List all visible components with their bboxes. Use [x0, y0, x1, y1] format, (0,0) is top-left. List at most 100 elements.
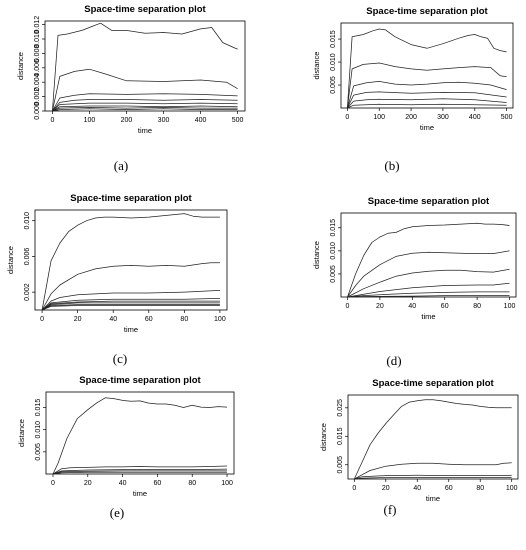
- x-tick-label: 40: [413, 485, 421, 492]
- series-line-8: [41, 305, 220, 311]
- x-tick-label: 100: [214, 316, 226, 323]
- chart-panel-a: Space-time separation plot 0 100 200 300 400 5…: [16, 4, 246, 135]
- chart-panel-f: Space-time separation plot 0 20 40 60 80 100 0.…: [319, 378, 519, 503]
- x-tick-label: 0: [346, 303, 350, 310]
- x-tick-label: 0: [352, 485, 356, 492]
- series-line-2: [41, 262, 220, 311]
- plot-frame: [340, 212, 517, 298]
- chart-title: Space-time separation plot: [84, 4, 206, 15]
- series-line-5: [52, 102, 238, 112]
- series-line-4: [354, 477, 512, 480]
- chart-title: Space-time separation plot: [372, 378, 494, 389]
- x-tick-label: 100: [504, 303, 516, 310]
- series-line-2: [347, 250, 510, 298]
- series-line-1: [41, 213, 220, 311]
- x-tick-label: 20: [382, 485, 390, 492]
- y-tick-label: 0.002: [24, 283, 31, 301]
- chart-title: Space-time separation plot: [79, 375, 201, 386]
- series-line-3: [41, 290, 220, 311]
- y-tick-label: 0.005: [330, 76, 337, 94]
- x-tick-label: 500: [232, 117, 244, 124]
- x-tick-label: 0: [345, 114, 349, 121]
- x-tick-label: 40: [408, 303, 416, 310]
- series-line-1: [52, 22, 238, 112]
- series-line-4: [52, 470, 227, 475]
- y-tick-label: 0.015: [337, 427, 344, 445]
- y-axis-label: distance: [312, 52, 321, 80]
- x-tick-label: 20: [376, 303, 384, 310]
- y-tick-label: 0.005: [330, 265, 337, 283]
- plot-frame: [45, 391, 235, 475]
- y-tick-label: 0.006: [24, 248, 31, 266]
- x-axis-label: time: [420, 123, 434, 132]
- x-tick-label: 200: [405, 114, 417, 121]
- y-tick-label: 0.012: [34, 16, 41, 34]
- x-tick-label: 0: [40, 316, 44, 323]
- series-line-3: [347, 81, 507, 109]
- x-tick-label: 300: [437, 114, 449, 121]
- y-tick-label: 0.004: [34, 73, 41, 91]
- x-tick-label: 100: [221, 480, 233, 487]
- series-line-4: [52, 99, 238, 112]
- x-tick-label: 300: [158, 117, 170, 124]
- y-tick-label: 0.015: [330, 219, 337, 237]
- x-axis-label: time: [133, 489, 147, 498]
- y-tick-label: 0.015: [330, 30, 337, 48]
- y-tick-label: 0.010: [330, 53, 337, 71]
- x-tick-label: 0: [50, 117, 54, 124]
- series-line-2: [354, 462, 512, 480]
- chart-panel-c: Space-time separation plot 0 20 40 60 80 100 0.…: [6, 193, 228, 334]
- x-tick-label: 100: [506, 485, 518, 492]
- x-tick-label: 0: [51, 480, 55, 487]
- plot-frame: [44, 20, 246, 112]
- x-tick-label: 60: [145, 316, 153, 323]
- series-line-2: [347, 62, 507, 109]
- x-tick-label: 100: [373, 114, 385, 121]
- panel-caption-f: (f): [383, 502, 397, 517]
- chart-panel-e: Space-time separation plot 0 20 40 60 80 100 0.…: [17, 375, 235, 498]
- panel-caption-a: (a): [113, 158, 129, 173]
- plot-frame: [340, 22, 514, 109]
- x-tick-label: 40: [119, 480, 127, 487]
- y-axis-label: distance: [6, 246, 15, 274]
- y-axis-label: distance: [16, 52, 25, 80]
- x-axis-label: time: [138, 126, 152, 135]
- y-tick-label: 0.010: [330, 242, 337, 260]
- series-line-6: [52, 105, 238, 112]
- chart-panel-b: Space-time separation plot 0 100 200 300 400 5…: [312, 6, 514, 132]
- series-line-5: [347, 98, 507, 109]
- x-axis-label: time: [124, 325, 138, 334]
- x-tick-label: 60: [445, 485, 453, 492]
- panel-caption-e: (e): [109, 505, 125, 520]
- x-tick-label: 400: [469, 114, 481, 121]
- series-line-8: [52, 108, 238, 112]
- x-tick-label: 400: [195, 117, 207, 124]
- x-tick-label: 60: [441, 303, 449, 310]
- y-axis-label: distance: [319, 423, 328, 451]
- x-tick-label: 80: [188, 480, 196, 487]
- series-line-4: [347, 282, 510, 298]
- series-line-7: [52, 107, 238, 112]
- x-tick-label: 80: [180, 316, 188, 323]
- series-line-1: [353, 399, 512, 480]
- series-line-4: [347, 91, 507, 109]
- series-line-3: [354, 474, 512, 480]
- series-line-5: [347, 291, 510, 298]
- chart-title: Space-time separation plot: [368, 196, 490, 207]
- series-line-3: [52, 93, 238, 112]
- panel-caption-b: (b): [384, 158, 400, 173]
- plot-frame: [347, 394, 519, 480]
- series-line-5: [52, 471, 227, 475]
- y-tick-label: 0.010: [35, 421, 42, 439]
- plot-frame: [34, 209, 228, 311]
- panel-caption-c: (c): [112, 351, 128, 366]
- series-line-4: [41, 298, 220, 311]
- x-tick-label: 80: [473, 303, 481, 310]
- chart-title: Space-time separation plot: [70, 193, 192, 204]
- y-tick-label: 0.000: [34, 102, 41, 120]
- chart-title: Space-time separation plot: [366, 6, 488, 17]
- series-line-3: [347, 268, 510, 298]
- x-tick-label: 200: [121, 117, 133, 124]
- series-line-6: [347, 295, 510, 298]
- y-tick-label: 0.015: [35, 399, 42, 417]
